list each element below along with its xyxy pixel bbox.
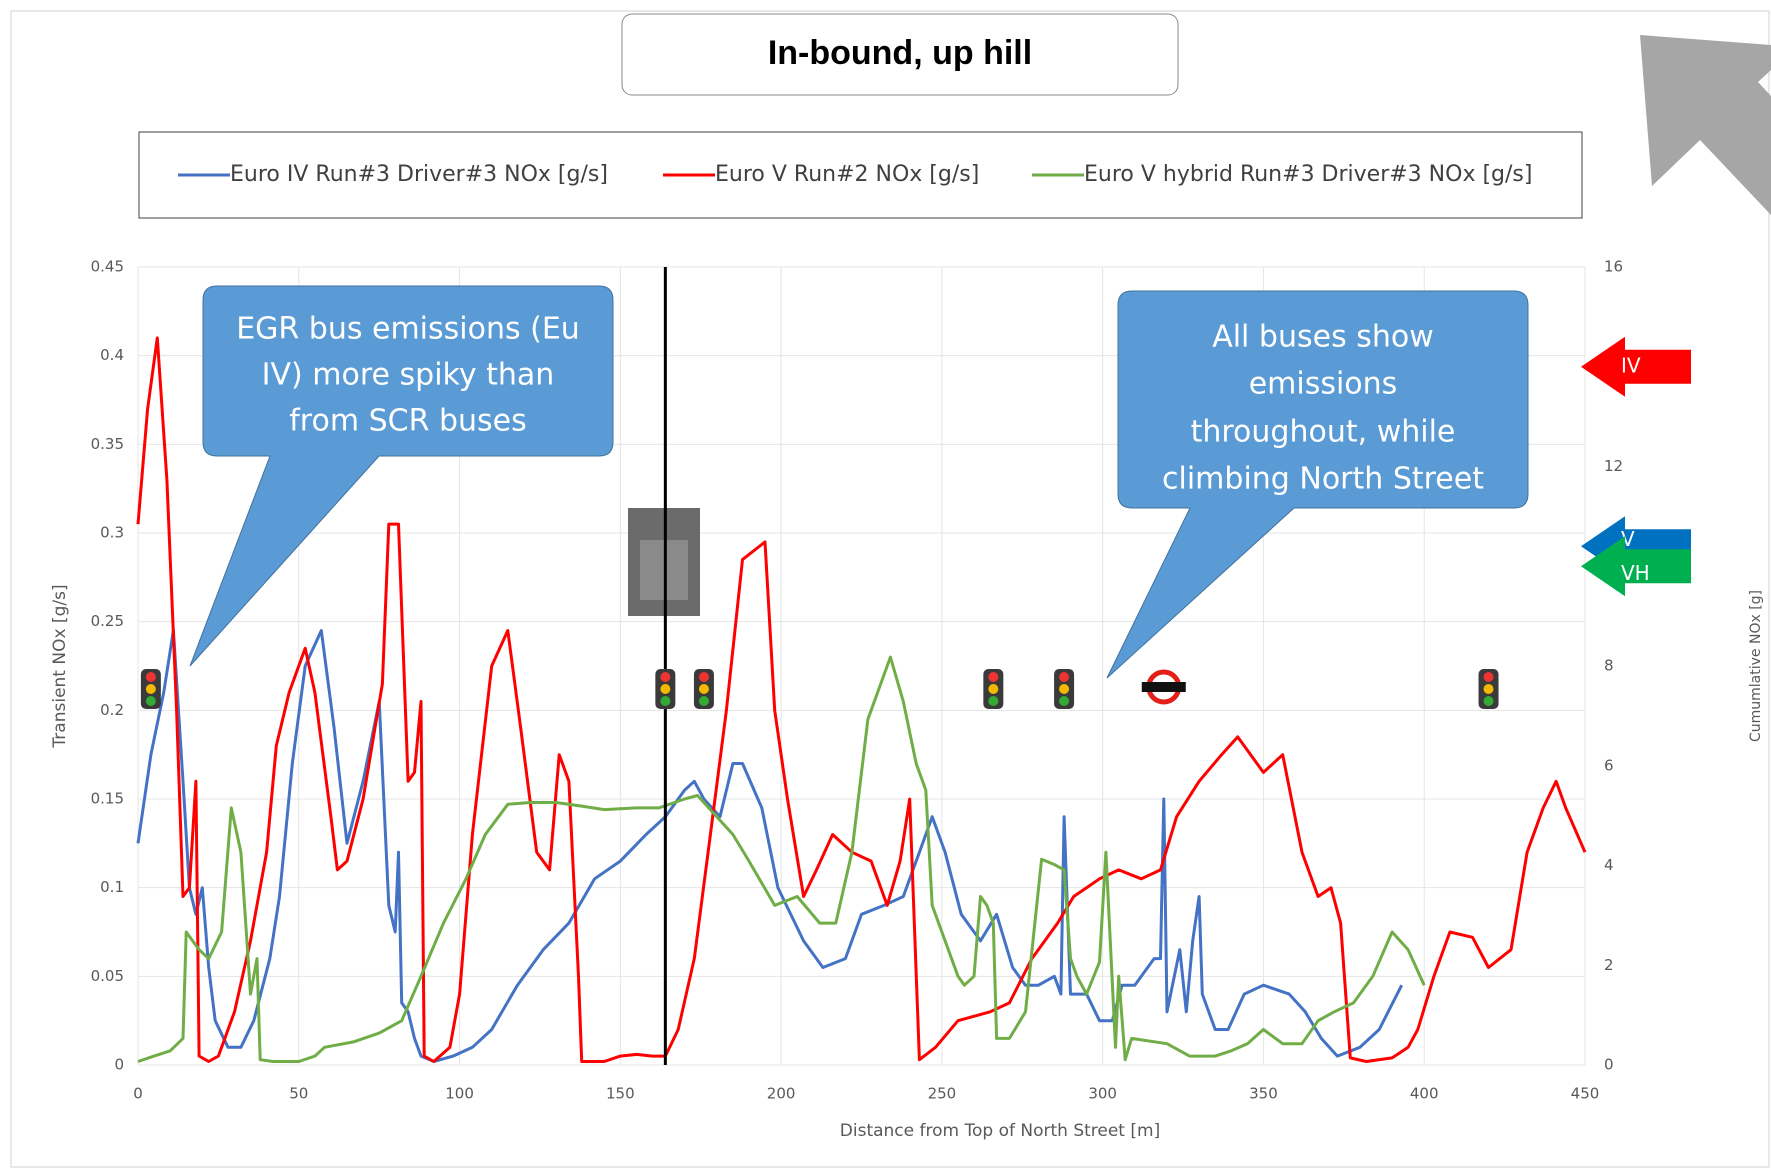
y-tick-label: 0.45 bbox=[91, 258, 124, 276]
traffic-light-lamp bbox=[988, 684, 999, 694]
y-tick-label: 0 bbox=[114, 1056, 124, 1074]
traffic-light-lamp bbox=[660, 696, 671, 706]
legend-label: Euro IV Run#3 Driver#3 NOx [g/s] bbox=[230, 162, 608, 187]
traffic-light bbox=[140, 669, 161, 709]
traffic-light-lamp bbox=[988, 696, 999, 706]
traffic-light-lamp bbox=[988, 672, 999, 682]
y-tick-label: 0.25 bbox=[91, 612, 124, 630]
y2-tick-label: 6 bbox=[1604, 756, 1614, 774]
traffic-light-lamp bbox=[1059, 696, 1070, 706]
traffic-light-lamp bbox=[145, 684, 156, 694]
x-tick-label: 150 bbox=[606, 1085, 635, 1103]
callout: EGR bus emissions (Eu IV) more spiky tha… bbox=[189, 285, 614, 667]
pointer-arrow bbox=[1640, 35, 1771, 215]
traffic-light-lamp bbox=[698, 684, 709, 694]
legend-label: Euro V Run#2 NOx [g/s] bbox=[715, 162, 979, 187]
series-line bbox=[137, 655, 1426, 1063]
x-tick-label: 250 bbox=[928, 1085, 957, 1103]
title-box bbox=[621, 13, 1179, 96]
callout: All buses show emissions throughout, whi… bbox=[1106, 290, 1529, 679]
traffic-light bbox=[655, 669, 676, 709]
x-tick-label: 100 bbox=[445, 1085, 474, 1103]
traffic-light-lamp bbox=[698, 696, 709, 706]
y-tick-label: 0.15 bbox=[91, 790, 124, 808]
x-tick-label: 0 bbox=[133, 1085, 143, 1103]
traffic-light-lamp bbox=[145, 672, 156, 682]
traffic-light bbox=[693, 669, 714, 709]
traffic-light-lamp bbox=[1059, 684, 1070, 694]
cumulative-arrow bbox=[1581, 336, 1691, 397]
callout-shape bbox=[189, 285, 614, 667]
y-tick-label: 0.1 bbox=[100, 878, 124, 896]
y2-tick-label: 0 bbox=[1604, 1056, 1614, 1074]
cumulative-arrow bbox=[1581, 536, 1691, 597]
series-line bbox=[136, 629, 1404, 1063]
y-tick-label: 0.35 bbox=[91, 435, 124, 453]
legend-label: Euro V hybrid Run#3 Driver#3 NOx [g/s] bbox=[1084, 162, 1532, 187]
traffic-light bbox=[1054, 669, 1075, 709]
traffic-light-lamp bbox=[660, 684, 671, 694]
chart-title: In-bound, up hill bbox=[768, 34, 1032, 72]
traffic-light-lamp bbox=[1483, 672, 1494, 682]
traffic-light-lamp bbox=[1483, 696, 1494, 706]
arrow-label: IV bbox=[1621, 353, 1641, 377]
callout-text: IV) more spiky than bbox=[262, 358, 555, 393]
traffic-light-lamp bbox=[145, 696, 156, 706]
traffic-light bbox=[983, 669, 1004, 709]
y-axis-label: Transient NOx [g/s] bbox=[50, 584, 70, 748]
y2-tick-label: 12 bbox=[1604, 457, 1623, 475]
y2-axis-label: Cumumlative NOx [g] bbox=[1748, 590, 1764, 742]
y-tick-label: 0.4 bbox=[100, 346, 124, 364]
y-tick-label: 0.05 bbox=[91, 967, 124, 985]
traffic-light-lamp bbox=[660, 672, 671, 682]
callout-text: emissions bbox=[1249, 367, 1398, 402]
traffic-light-lamp bbox=[698, 672, 709, 682]
bus-stop-bar bbox=[1141, 682, 1186, 692]
x-axis-label: Distance from Top of North Street [m] bbox=[840, 1121, 1160, 1141]
y-tick-label: 0.2 bbox=[100, 701, 124, 719]
callout-shape bbox=[1106, 290, 1529, 679]
y2-tick-label: 8 bbox=[1604, 657, 1614, 675]
y-tick-label: 0.3 bbox=[100, 524, 124, 542]
arrow-label: VH bbox=[1621, 561, 1650, 585]
x-tick-label: 400 bbox=[1410, 1085, 1439, 1103]
callout-text: climbing North Street bbox=[1162, 462, 1484, 497]
x-tick-label: 450 bbox=[1571, 1085, 1600, 1103]
series-line bbox=[136, 336, 1587, 1063]
plot bbox=[136, 267, 1587, 1065]
x-tick-label: 50 bbox=[289, 1085, 308, 1103]
legend-box bbox=[138, 131, 1583, 219]
traffic-light-lamp bbox=[1059, 672, 1070, 682]
callout-text: EGR bus emissions (Eu bbox=[236, 312, 580, 347]
x-tick-label: 200 bbox=[767, 1085, 796, 1103]
x-tick-label: 350 bbox=[1249, 1085, 1278, 1103]
traffic-light bbox=[1478, 669, 1499, 709]
callout-text: throughout, while bbox=[1191, 415, 1456, 450]
y2-tick-label: 2 bbox=[1604, 956, 1614, 974]
bus-stop bbox=[1141, 669, 1186, 705]
x-tick-label: 300 bbox=[1088, 1085, 1117, 1103]
callout-text: from SCR buses bbox=[289, 404, 527, 439]
y2-tick-label: 16 bbox=[1604, 258, 1623, 276]
y2-tick-label: 4 bbox=[1604, 856, 1614, 874]
traffic-light-lamp bbox=[1483, 684, 1494, 694]
callout-text: All buses show bbox=[1212, 320, 1434, 355]
